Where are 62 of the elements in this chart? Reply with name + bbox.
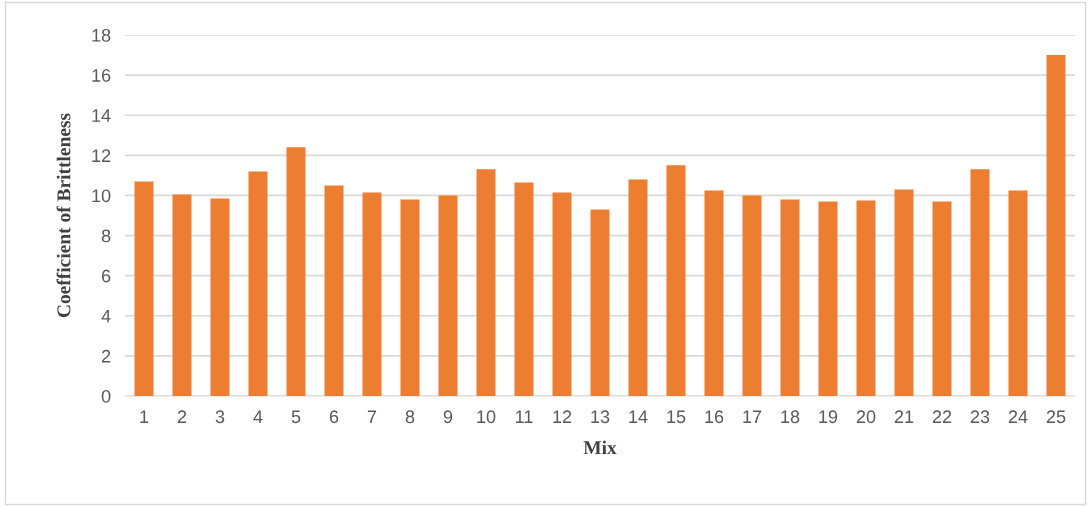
x-tick-label: 15 [667,410,686,424]
y-tick-label: 10 [92,189,111,203]
bar [476,169,496,396]
x-tick-label: 16 [705,410,724,424]
x-tick-label: 18 [781,410,800,424]
y-tick-label: 0 [101,389,111,403]
bar [742,195,762,396]
y-tick-label: 12 [92,149,111,162]
y-axis-title: Coefficient of Brittleness [56,113,71,318]
x-tick-label: 12 [553,410,572,423]
bar [400,199,420,396]
x-tick-label: 2 [177,410,187,423]
y-tick-label: 16 [92,69,111,82]
bar [438,195,458,396]
y-tick-label: 4 [101,309,111,323]
bar [210,198,230,396]
x-tick-label: 1 [140,410,149,423]
y-tick-label: 8 [101,229,111,243]
x-tick-label: 3 [215,410,225,424]
bar [172,194,192,396]
bar [970,169,990,396]
x-tick-label: 20 [856,410,876,424]
x-tick-label: 25 [1046,410,1066,424]
x-tick-label: 19 [819,410,838,424]
x-tick-label: 24 [1008,410,1028,423]
bar [932,201,952,396]
bar [248,171,268,396]
x-tick-label: 13 [591,410,610,424]
x-tick-label: 11 [516,410,533,423]
y-tick-label: 6 [101,269,111,283]
x-tick-label: 9 [443,410,453,424]
bar [780,199,800,396]
bar [666,165,686,396]
x-axis-title: Mix [583,440,617,455]
x-tick-label: 22 [932,410,952,423]
bar [704,190,724,396]
bar [1046,55,1066,396]
y-tick-label: 18 [92,28,111,42]
x-tick-label: 7 [367,410,377,423]
bar [856,200,876,396]
bar [286,147,306,396]
bar [514,182,534,396]
y-tick-label: 14 [92,109,111,122]
x-tick-label: 17 [743,410,762,423]
x-tick-label: 8 [405,410,415,424]
bar [1008,190,1028,396]
bar [628,179,648,396]
x-tick-label: 21 [894,410,914,423]
x-tick-label: 4 [253,410,263,423]
bar [362,192,382,396]
x-tick-label: 5 [291,410,301,424]
bar [134,181,154,396]
x-tick-label: 10 [477,410,496,424]
bar [552,192,572,396]
x-tick-label: 14 [629,410,648,423]
x-tick-label: 6 [329,410,339,424]
bar [324,185,344,396]
bar [894,189,914,396]
y-tick-label: 2 [101,349,111,363]
bar [590,209,610,396]
x-tick-label: 23 [970,410,990,424]
bar [818,201,838,396]
